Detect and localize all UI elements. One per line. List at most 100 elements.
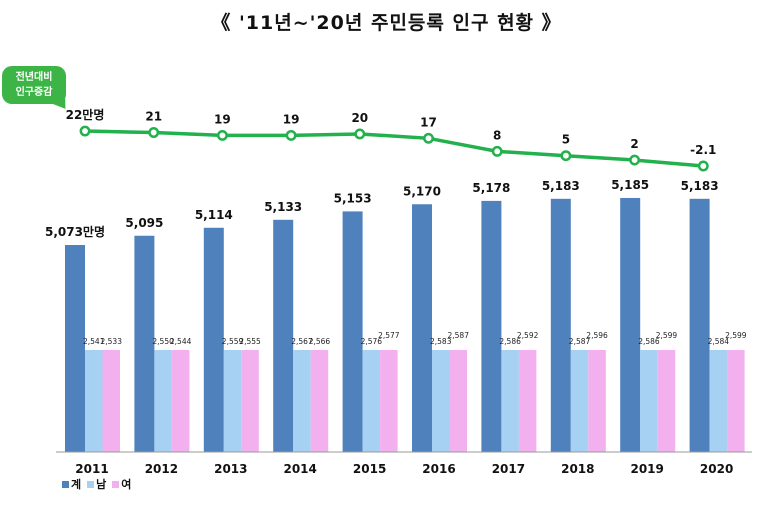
- x-tick-2018: 2018: [561, 462, 594, 476]
- bar-label-계-2015: 5,153: [334, 191, 372, 205]
- yoy-point-2018: [560, 150, 572, 162]
- bar-계-2011: [65, 245, 85, 452]
- bar-label-계-2018: 5,183: [542, 179, 580, 193]
- bar-label-남-2018: 2,587: [569, 337, 591, 346]
- bar-label-여-2018: 2,596: [586, 331, 608, 340]
- bar-여-2019: [657, 350, 676, 452]
- bar-label-여-2014: 2,566: [309, 337, 331, 346]
- bar-label-여-2017: 2,592: [517, 331, 539, 340]
- yoy-label-2015: 20: [351, 111, 368, 125]
- bar-label-여-2016: 2,587: [448, 331, 470, 340]
- bar-label-여-2012: 2,544: [170, 337, 192, 346]
- legend: 계 남 여: [62, 476, 131, 492]
- x-tick-2019: 2019: [630, 462, 663, 476]
- bar-남-2018: [570, 350, 589, 452]
- x-tick-2014: 2014: [283, 462, 316, 476]
- bar-label-남-2013: 2,559: [222, 337, 244, 346]
- bar-계-2014: [273, 219, 294, 452]
- yoy-label-2019: 2: [630, 137, 638, 151]
- bar-label-여-2015: 2,577: [378, 331, 400, 340]
- yoy-line-path: [84, 129, 704, 168]
- bar-label-계-2013: 5,114: [195, 208, 233, 222]
- x-tick-2020: 2020: [700, 462, 733, 476]
- bar-남-2017: [501, 350, 519, 452]
- yoy-change-badge: 전년대비 인구증감: [2, 66, 66, 104]
- x-tick-2011: 2011: [75, 462, 108, 476]
- bar-label-여-2013: 2,555: [239, 337, 261, 346]
- yoy-point-2017: [491, 145, 503, 157]
- legend-item-male: 남: [87, 476, 106, 492]
- yoy-label-2018: 5: [562, 133, 570, 147]
- legend-label-female: 여: [121, 478, 132, 491]
- x-tick-2016: 2016: [422, 462, 455, 476]
- legend-item-total: 계: [62, 476, 81, 492]
- yoy-label-2012: 21: [145, 110, 162, 124]
- bar-label-계-2017: 5,178: [472, 181, 510, 195]
- yoy-point-2015: [354, 128, 366, 140]
- bar-계-2013: [203, 227, 224, 452]
- bar-계-2016: [412, 204, 432, 452]
- badge-line-2: 인구증감: [15, 87, 53, 98]
- bar-계-2019: [620, 197, 641, 452]
- bar-여-2020: [727, 350, 745, 452]
- bar-계-2018: [550, 198, 571, 452]
- bar-남-2020: [709, 350, 728, 452]
- bar-남-2019: [640, 350, 658, 452]
- yoy-point-2011: [79, 125, 91, 137]
- bar-여-2011: [102, 350, 120, 452]
- bar-label-남-2014: 2,567: [291, 337, 313, 346]
- yoy-label-2013: 19: [214, 112, 231, 126]
- bar-계-2015: [342, 211, 363, 452]
- bar-여-2014: [310, 350, 329, 452]
- bar-여-2017: [518, 350, 537, 452]
- bar-label-여-2020: 2,599: [725, 331, 747, 340]
- bar-남-2014: [293, 350, 311, 452]
- bar-label-계-2016: 5,170: [403, 184, 441, 198]
- bar-label-남-2011: 2,541: [83, 337, 105, 346]
- bar-여-2016: [449, 350, 467, 452]
- bar-여-2015: [380, 350, 398, 452]
- yoy-point-2014: [285, 129, 297, 141]
- yoy-line-series: 22만명 21 19 19 20 17 8 5 2 -2.1: [66, 107, 716, 172]
- yoy-point-2013: [216, 129, 228, 141]
- bar-label-여-2019: 2,599: [656, 331, 678, 340]
- yoy-point-2019: [629, 154, 641, 166]
- legend-swatch-female: [112, 480, 120, 488]
- yoy-point-2020: [697, 160, 709, 172]
- legend-label-male: 남: [96, 478, 107, 491]
- legend-item-female: 여: [112, 476, 131, 492]
- bar-여-2012: [171, 350, 190, 452]
- bar-label-계-2012: 5,095: [125, 216, 163, 230]
- bar-여-2018: [588, 350, 606, 452]
- legend-swatch-male: [87, 480, 95, 488]
- yoy-label-2011: 22만명: [66, 107, 105, 122]
- yoy-label-2017: 8: [493, 128, 501, 142]
- yoy-label-2020: -2.1: [690, 143, 716, 157]
- legend-label-total: 계: [71, 478, 82, 491]
- x-tick-2012: 2012: [145, 462, 178, 476]
- bar-여-2013: [241, 350, 259, 452]
- bar-label-남-2016: 2,583: [430, 337, 452, 346]
- x-tick-2017: 2017: [492, 462, 525, 476]
- x-tick-2015: 2015: [353, 462, 386, 476]
- bar-남-2013: [223, 350, 242, 452]
- bar-계-2020: [689, 198, 710, 452]
- bar-label-남-2020: 2,584: [708, 337, 730, 346]
- bar-label-남-2012: 2,550: [152, 337, 174, 346]
- bar-계-2012: [134, 235, 155, 452]
- chart-title: 《 '11년~'20년 주민등록 인구 현황 》: [211, 12, 562, 34]
- bar-label-계-2020: 5,183: [681, 179, 719, 193]
- x-tick-2013: 2013: [214, 462, 247, 476]
- bar-label-남-2015: 2,576: [361, 337, 383, 346]
- bar-label-계-2019: 5,185: [611, 178, 649, 192]
- bar-남-2016: [432, 350, 450, 452]
- yoy-point-2016: [423, 132, 434, 144]
- bar-남-2015: [362, 350, 381, 452]
- yoy-point-2012: [148, 127, 160, 138]
- yoy-label-2014: 19: [283, 112, 300, 126]
- bar-남-2011: [85, 350, 103, 452]
- badge-line-1: 전년대비: [15, 72, 53, 83]
- bar-label-여-2011: 2,533: [101, 337, 123, 346]
